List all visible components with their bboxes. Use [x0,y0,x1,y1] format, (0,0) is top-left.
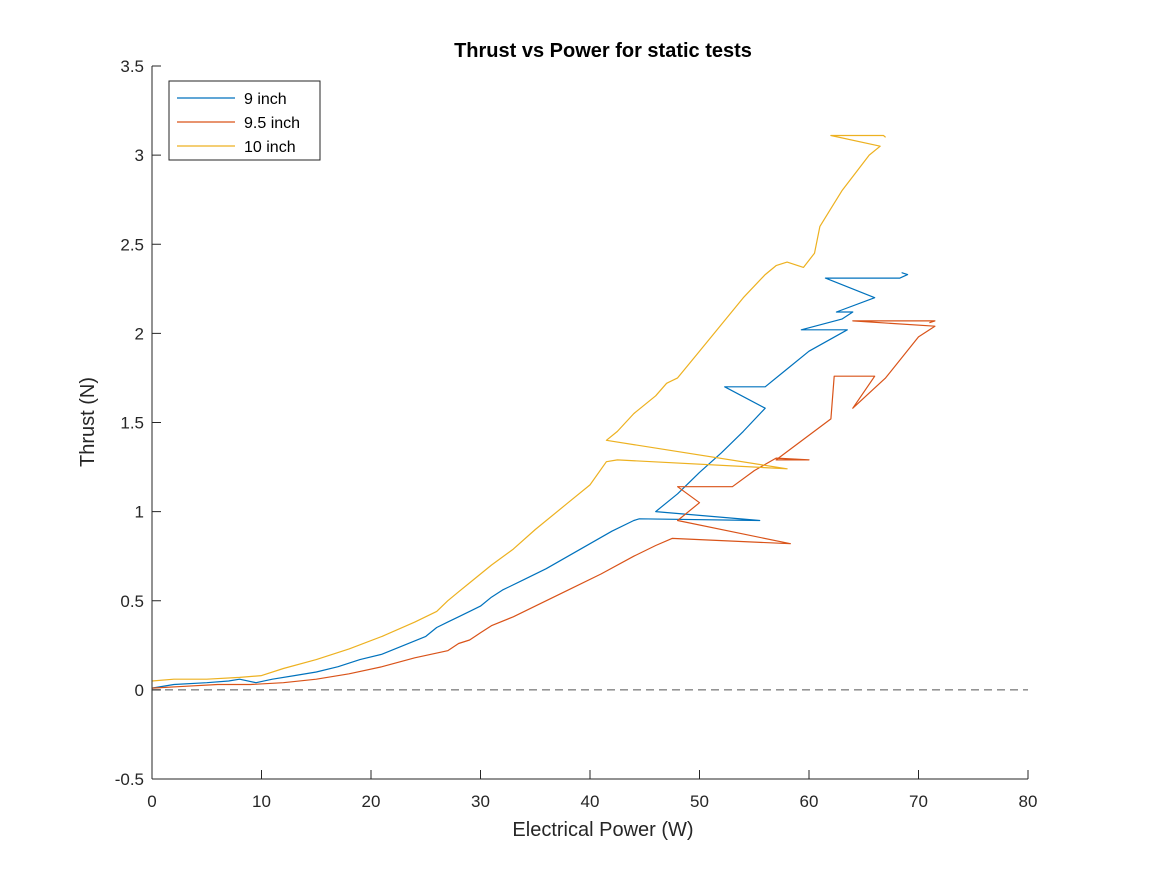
y-tick-label: 0 [135,681,144,700]
y-ticks: -0.5 0 0.5 1 1.5 2 2.5 3 3.5 [115,57,161,789]
axes-background [152,66,1028,779]
y-tick-label: 2 [135,324,144,343]
x-tick-label: 80 [1019,792,1038,811]
legend-label-10-inch: 10 inch [244,139,296,156]
y-tick-label: 0.5 [120,592,144,611]
legend: 9 inch 9.5 inch 10 inch [168,80,321,161]
y-tick-label: 3.5 [120,57,144,76]
legend-label-9-5-inch: 9.5 inch [244,115,300,132]
y-tick-label: 1.5 [120,414,144,433]
y-tick-label: 3 [135,146,144,165]
y-tick-label: 1 [135,503,144,522]
y-tick-label: -0.5 [115,770,144,789]
series-line-10-inch [151,134,886,682]
legend-box [168,80,321,161]
x-tick-label: 60 [800,792,819,811]
series-line-9-5-inch [151,320,936,689]
x-tick-label: 40 [581,792,600,811]
y-axis-label: Thrust (N) [77,377,99,467]
x-tick-label: 20 [362,792,381,811]
chart-title: Thrust vs Power for static tests [454,40,752,62]
legend-label-9-inch: 9 inch [244,91,287,108]
x-tick-label: 30 [471,792,490,811]
x-tick-label: 0 [147,792,156,811]
x-tick-label: 10 [252,792,271,811]
series-line-9-inch [151,272,909,689]
x-tick-label: 70 [909,792,928,811]
x-axis-label: Electrical Power (W) [512,819,693,841]
x-tick-label: 50 [690,792,709,811]
series-layer [151,134,936,689]
x-ticks: 0 10 20 30 40 50 60 70 80 [147,770,1037,811]
y-tick-label: 2.5 [120,235,144,254]
plot-area [151,66,1028,780]
